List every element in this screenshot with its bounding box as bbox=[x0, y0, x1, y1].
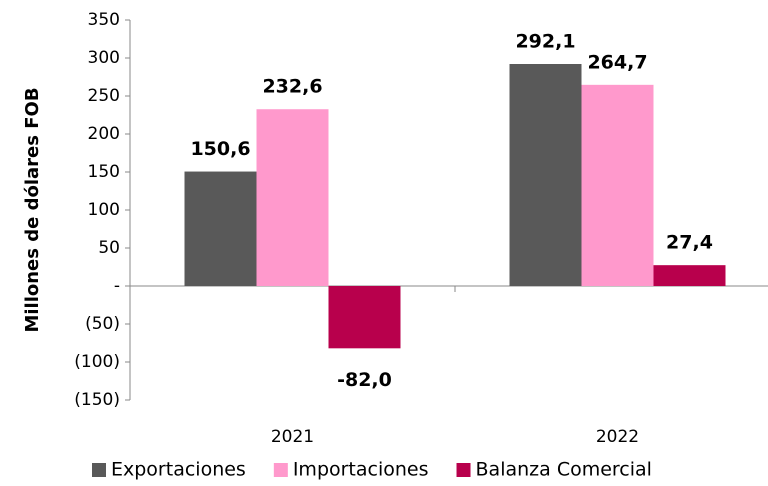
legend-label: Exportaciones bbox=[111, 459, 246, 481]
y-tick-label: 150 bbox=[88, 162, 120, 182]
y-tick-label: 200 bbox=[88, 124, 120, 144]
y-tick-label: (50) bbox=[85, 314, 120, 334]
y-axis-title: Millones de dólares FOB bbox=[22, 87, 43, 332]
y-tick-label: 50 bbox=[98, 238, 120, 258]
y-tick-label: (100) bbox=[74, 352, 120, 372]
y-tick-label: (150) bbox=[74, 390, 120, 410]
bar bbox=[256, 109, 329, 286]
bar bbox=[509, 64, 582, 286]
bar bbox=[581, 84, 654, 286]
value-label: 27,4 bbox=[666, 232, 713, 254]
legend-swatch bbox=[273, 463, 288, 477]
value-label: 232,6 bbox=[262, 76, 322, 98]
value-label: -82,0 bbox=[337, 369, 392, 391]
bar bbox=[184, 171, 257, 286]
x-tick-label: 2022 bbox=[596, 427, 639, 447]
bar bbox=[653, 265, 726, 286]
bar bbox=[328, 286, 401, 349]
value-label: 292,1 bbox=[515, 31, 575, 53]
legend-swatch bbox=[92, 463, 106, 477]
y-tick-label: 250 bbox=[88, 86, 120, 106]
y-tick-label: 100 bbox=[88, 200, 120, 220]
value-label: 150,6 bbox=[190, 138, 250, 160]
legend-swatch bbox=[456, 463, 471, 477]
legend-label: Balanza Comercial bbox=[476, 459, 652, 481]
legend-label: Importaciones bbox=[293, 459, 429, 481]
value-label: 264,7 bbox=[587, 51, 647, 73]
y-tick-label: - bbox=[114, 276, 120, 296]
y-tick-label: 350 bbox=[88, 10, 120, 30]
x-tick-label: 2021 bbox=[271, 427, 314, 447]
y-tick-label: 300 bbox=[88, 48, 120, 68]
